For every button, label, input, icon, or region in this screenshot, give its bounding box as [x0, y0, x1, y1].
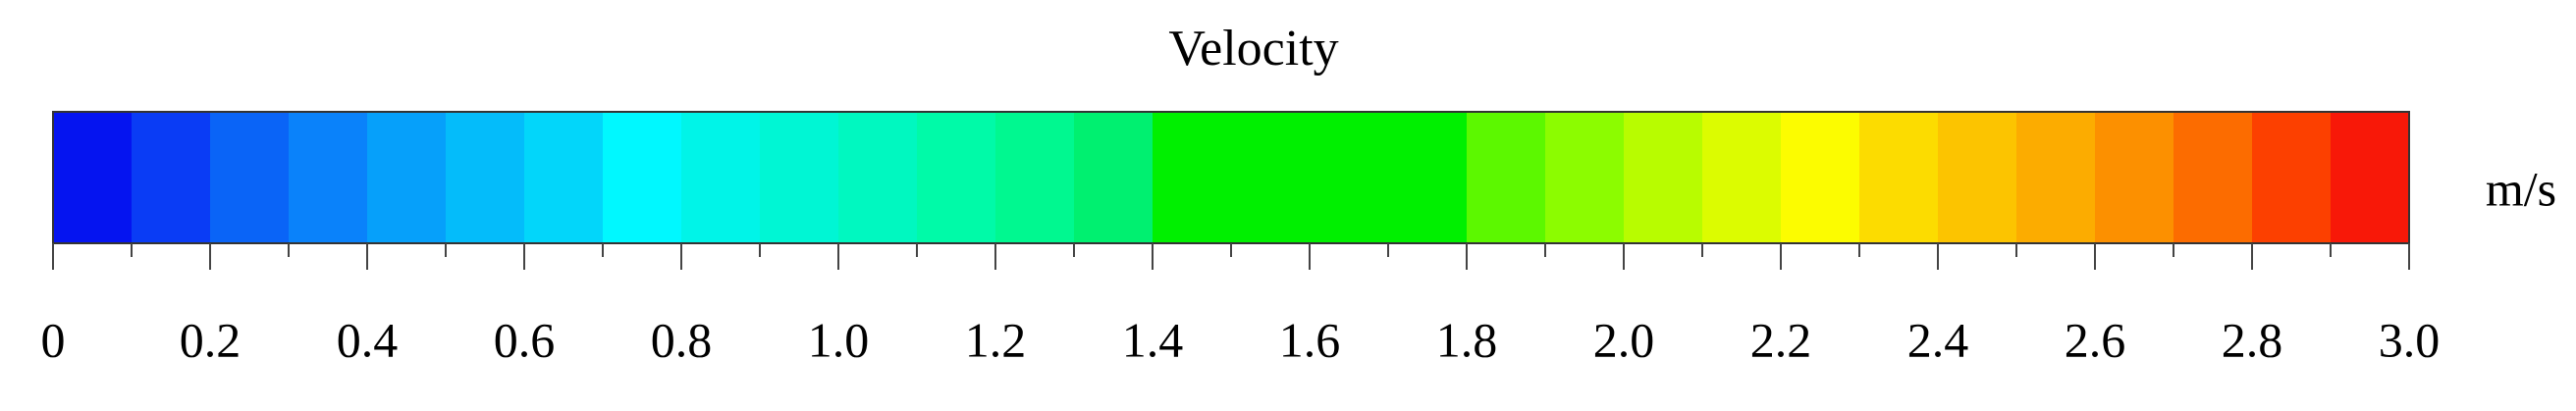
color-segment — [367, 112, 447, 243]
color-segment — [681, 112, 761, 243]
unit-label: m/s — [2486, 161, 2556, 216]
x-tick-label: 2.6 — [2065, 312, 2126, 367]
x-tick-label: 2.0 — [1593, 312, 1655, 367]
x-tick-label: 2.2 — [1750, 312, 1812, 367]
color-segment — [2252, 112, 2332, 243]
x-tick-label: 0.8 — [651, 312, 713, 367]
x-tick-label: 1.8 — [1436, 312, 1498, 367]
x-tick-label: 1.4 — [1122, 312, 1184, 367]
color-segment — [995, 112, 1075, 243]
x-tick-label: 0.4 — [337, 312, 399, 367]
color-segment — [1074, 112, 1154, 243]
x-tick-label: 2.4 — [1907, 312, 1969, 367]
x-tick-label: 1.6 — [1279, 312, 1341, 367]
color-segment — [603, 112, 682, 243]
color-segment — [1545, 112, 1625, 243]
color-segment — [289, 112, 368, 243]
x-tick-label: 3.0 — [2379, 312, 2441, 367]
color-segment — [917, 112, 996, 243]
color-segment — [1702, 112, 1782, 243]
color-segment — [2174, 112, 2253, 243]
color-segment — [2331, 112, 2410, 243]
color-segment — [524, 112, 604, 243]
x-tick-label: 0.2 — [180, 312, 242, 367]
x-tick-label: 2.8 — [2222, 312, 2283, 367]
color-segment — [53, 112, 133, 243]
color-segment — [1938, 112, 2017, 243]
color-segment — [760, 112, 839, 243]
color-segment — [1781, 112, 1860, 243]
color-segment — [1859, 112, 1939, 243]
x-tick-label: 0 — [41, 312, 66, 367]
color-segment — [1467, 112, 1546, 243]
color-segment — [2016, 112, 2096, 243]
colorbar-title: Velocity — [1168, 21, 1338, 77]
color-segment — [446, 112, 525, 243]
color-segment — [1624, 112, 1703, 243]
x-tick-label: 1.2 — [965, 312, 1027, 367]
color-segment — [1153, 112, 1468, 243]
x-tick-label: 1.0 — [808, 312, 870, 367]
x-tick-label: 0.6 — [494, 312, 556, 367]
color-segment — [210, 112, 290, 243]
color-segment — [132, 112, 211, 243]
color-segment — [2095, 112, 2174, 243]
color-segment — [838, 112, 918, 243]
